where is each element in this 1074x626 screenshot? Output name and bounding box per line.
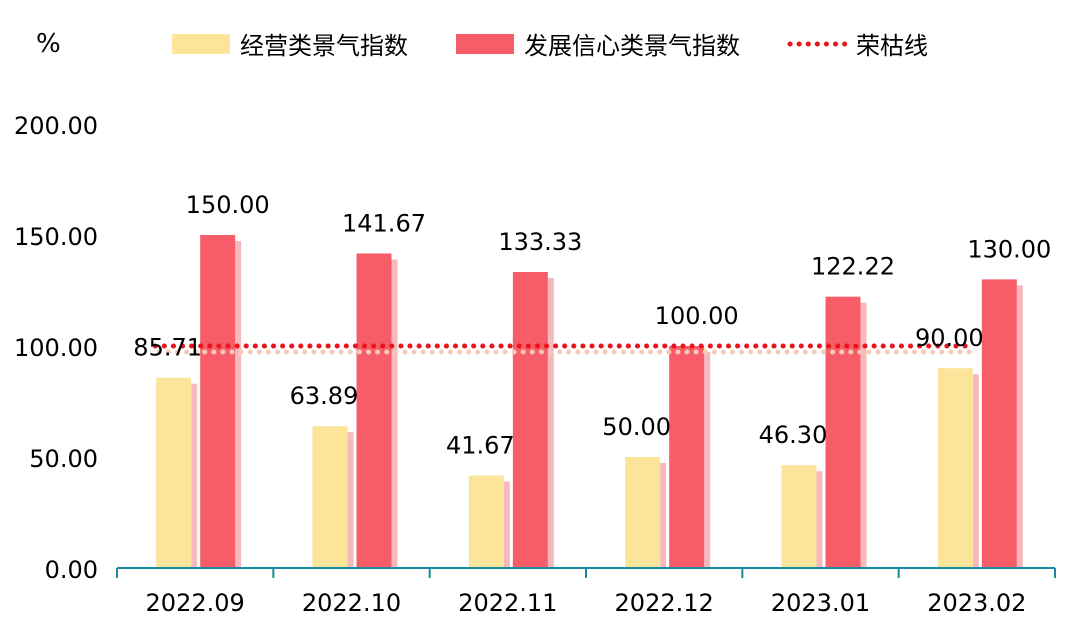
bar-confidence — [669, 346, 705, 568]
data-label-confidence: 130.00 — [967, 235, 1051, 263]
bar-shadow — [1016, 285, 1023, 568]
x-tick-label: 2022.11 — [458, 589, 557, 617]
y-tick-label: 150.00 — [14, 223, 98, 251]
x-tick-label: 2023.02 — [927, 589, 1026, 617]
bar-shadow — [972, 374, 979, 568]
data-label-confidence: 141.67 — [342, 209, 426, 237]
y-unit-label: % — [36, 29, 61, 59]
x-axis: 2022.09 2022.10 2022.11 2022.12 2023.01 2023.… — [116, 567, 1056, 617]
bar-operating — [937, 368, 973, 568]
data-label-operating: 90.00 — [915, 324, 984, 352]
bar-shadow — [704, 352, 711, 568]
bar-operating — [468, 475, 504, 568]
bar-operating — [312, 426, 348, 568]
data-label-confidence: 100.00 — [655, 302, 739, 330]
y-tick-label: 50.00 — [29, 445, 98, 473]
data-label-operating: 41.67 — [446, 431, 515, 459]
bar-shadow — [660, 463, 667, 568]
legend-label-confidence: 发展信心类景气指数 — [524, 32, 740, 60]
legend: 经营类景气指数 发展信心类景气指数 荣枯线 — [172, 32, 928, 60]
y-tick-label: 200.00 — [14, 112, 98, 140]
bar-shadow — [347, 432, 354, 568]
legend-swatch-confidence — [456, 34, 514, 54]
x-tick-label: 2022.10 — [302, 589, 401, 617]
y-tick-label: 0.00 — [45, 556, 98, 584]
bar-shadow — [547, 278, 554, 568]
bar-operating — [625, 457, 661, 568]
bar-confidence — [981, 279, 1017, 568]
bar-confidence — [825, 296, 861, 568]
data-label-operating: 63.89 — [290, 382, 359, 410]
data-label-operating: 46.30 — [759, 421, 828, 449]
x-tick-label: 2023.01 — [771, 589, 870, 617]
bar-shadow — [503, 481, 510, 568]
x-tick-label: 2022.12 — [615, 589, 714, 617]
y-axis: 0.00 50.00 100.00 150.00 200.00 — [14, 112, 98, 584]
legend-label-operating: 经营类景气指数 — [240, 32, 408, 60]
bars-layer — [156, 235, 1023, 568]
data-label-operating: 85.71 — [133, 334, 202, 362]
data-label-confidence: 133.33 — [498, 228, 582, 256]
bar-shadow — [235, 241, 242, 568]
data-labels-layer: 85.71 150.00 63.89 141.67 41.67 133.33 50.00 10… — [133, 191, 1051, 459]
bar-operating — [781, 465, 817, 568]
x-tick-label: 2022.09 — [146, 589, 245, 617]
bar-shadow — [816, 471, 823, 568]
data-label-confidence: 150.00 — [186, 191, 270, 219]
bar-shadow — [191, 383, 198, 568]
bar-shadow — [391, 259, 398, 568]
legend-label-reference-line: 荣枯线 — [856, 32, 928, 60]
bar-confidence — [356, 253, 392, 568]
data-label-confidence: 122.22 — [811, 253, 895, 281]
y-tick-label: 100.00 — [14, 334, 98, 362]
data-label-operating: 50.00 — [602, 413, 671, 441]
reference-line-layer — [152, 343, 979, 355]
bar-shadow — [860, 302, 867, 568]
bar-confidence — [200, 235, 236, 568]
bar-operating — [156, 377, 192, 568]
bar-confidence — [512, 272, 548, 568]
legend-swatch-operating — [172, 34, 230, 54]
